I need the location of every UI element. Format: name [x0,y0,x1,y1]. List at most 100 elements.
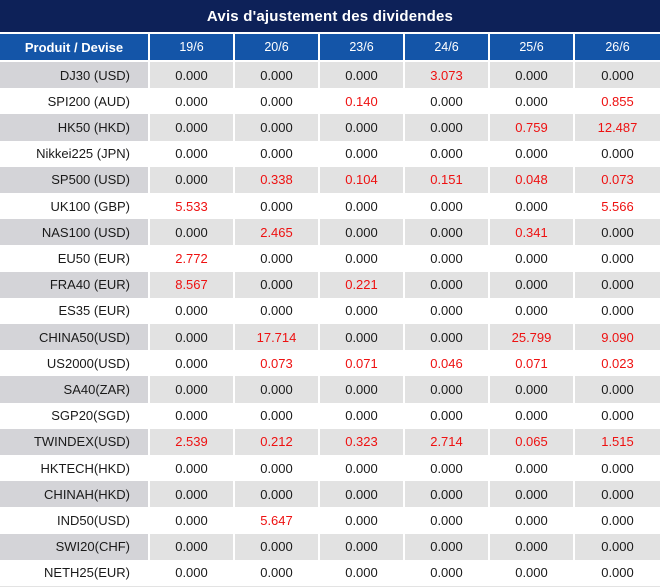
product-label: SP500 (USD) [0,166,150,193]
dividend-value-cell: 2.539 [150,428,235,455]
dividend-value-cell: 0.000 [150,350,235,377]
dividend-value-cell: 0.071 [490,350,575,377]
dividend-value-cell: 0.000 [235,245,320,272]
product-label: NAS100 (USD) [0,219,150,246]
dividend-value-cell: 0.000 [490,533,575,560]
product-label: HK50 (HKD) [0,114,150,141]
dividend-value-cell: 0.323 [320,428,405,455]
dividend-value-cell: 0.221 [320,271,405,298]
dividend-value-cell: 0.000 [575,559,660,586]
dividend-value-cell: 0.000 [320,114,405,141]
dividend-value-cell: 0.000 [235,559,320,586]
product-label: FRA40 (EUR) [0,271,150,298]
dividend-value-cell: 0.000 [405,481,490,508]
dividend-value-cell: 0.000 [235,140,320,167]
dividend-value-cell: 0.000 [235,271,320,298]
dividend-value-cell: 0.000 [575,533,660,560]
dividend-value-cell: 0.000 [575,219,660,246]
dividend-value-cell: 0.000 [235,533,320,560]
header-separator [0,60,660,62]
dividend-value-cell: 0.000 [405,376,490,403]
dividend-value-cell: 0.000 [575,455,660,482]
dividend-value-cell: 0.000 [320,455,405,482]
table-row: UK100 (GBP) 5.533 0.000 0.000 0.000 0.000 5.56… [0,193,660,220]
dividend-value-cell: 0.000 [490,481,575,508]
table-row: TWINDEX(USD) 2.539 0.212 0.323 2.714 0.065 1.5… [0,428,660,455]
table-row: SGP20(SGD) 0.000 0.000 0.000 0.000 0.000 0.000 [0,402,660,429]
page-title-text: Avis d'ajustement des dividendes [206,7,454,25]
dividend-value-cell: 9.090 [575,324,660,351]
header-cell-date-1: 19/6 [150,34,235,60]
dividend-value-cell: 0.151 [405,166,490,193]
header-cell-date-6: 26/6 [575,34,660,60]
dividend-value-cell: 5.566 [575,193,660,220]
table-row: EU50 (EUR) 2.772 0.000 0.000 0.000 0.000 0.000 [0,245,660,272]
product-label: SWI20(CHF) [0,533,150,560]
dividend-value-cell: 0.071 [320,350,405,377]
dividend-value-cell: 0.000 [405,297,490,324]
dividend-value-cell: 0.000 [235,376,320,403]
dividend-value-cell: 0.023 [575,350,660,377]
dividend-value-cell: 0.000 [235,455,320,482]
product-label: US2000(USD) [0,350,150,377]
product-label: Nikkei225 (JPN) [0,140,150,167]
product-label: NETH25(EUR) [0,559,150,586]
dividend-value-cell: 0.000 [575,245,660,272]
dividend-value-cell: 17.714 [235,324,320,351]
dividend-value-cell: 0.759 [490,114,575,141]
table-row: FRA40 (EUR) 8.567 0.000 0.221 0.000 0.000 0.00… [0,271,660,298]
dividend-value-cell: 0.104 [320,166,405,193]
dividend-value-cell: 0.000 [405,140,490,167]
table-body: DJ30 (USD) 0.000 0.000 0.000 3.073 0.000 0.000… [0,62,660,586]
dividend-value-cell: 0.140 [320,88,405,115]
dividend-value-cell: 0.000 [490,271,575,298]
table-row: IND50(USD) 0.000 5.647 0.000 0.000 0.000 0.000 [0,507,660,534]
dividend-value-cell: 0.000 [320,62,405,89]
dividend-value-cell: 0.000 [150,88,235,115]
dividend-value-cell: 0.046 [405,350,490,377]
table-row: ES35 (EUR) 0.000 0.000 0.000 0.000 0.000 0.000 [0,297,660,324]
dividend-value-cell: 0.000 [405,114,490,141]
dividend-value-cell: 0.048 [490,166,575,193]
dividend-value-cell: 0.000 [490,140,575,167]
dividend-value-cell: 0.000 [490,402,575,429]
dividend-value-cell: 0.000 [575,297,660,324]
dividend-value-cell: 0.073 [235,350,320,377]
dividend-value-cell: 0.000 [150,559,235,586]
dividend-value-cell: 0.000 [150,62,235,89]
dividend-value-cell: 0.000 [320,376,405,403]
table-header: Produit / Devise 19/6 20/6 23/6 24/6 25/… [0,34,660,60]
dividend-value-cell: 0.000 [575,402,660,429]
dividend-value-cell: 0.000 [405,455,490,482]
dividend-value-cell: 0.341 [490,219,575,246]
dividend-value-cell: 0.000 [575,62,660,89]
dividend-value-cell: 0.000 [150,114,235,141]
product-label: TWINDEX(USD) [0,428,150,455]
dividend-value-cell: 0.000 [320,507,405,534]
dividend-value-cell: 0.000 [320,402,405,429]
dividend-value-cell: 0.000 [405,193,490,220]
dividend-value-cell: 0.000 [320,140,405,167]
dividend-value-cell: 0.212 [235,428,320,455]
table-row: HKTECH(HKD) 0.000 0.000 0.000 0.000 0.000 0.00… [0,455,660,482]
dividend-value-cell: 0.000 [235,481,320,508]
dividend-value-cell: 0.000 [320,324,405,351]
dividend-value-cell: 0.000 [150,507,235,534]
dividend-value-cell: 2.465 [235,219,320,246]
dividend-value-cell: 0.000 [575,507,660,534]
dividend-value-cell: 0.000 [320,245,405,272]
header-cell-date-5: 25/6 [490,34,575,60]
product-label: CHINA50(USD) [0,324,150,351]
dividend-value-cell: 0.000 [575,481,660,508]
dividend-value-cell: 0.000 [490,245,575,272]
dividend-value-cell: 0.000 [235,62,320,89]
dividend-value-cell: 0.000 [405,324,490,351]
product-label: SGP20(SGD) [0,402,150,429]
dividend-value-cell: 0.000 [575,271,660,298]
header-cell-date-2: 20/6 [235,34,320,60]
dividend-value-cell: 0.000 [150,324,235,351]
dividend-value-cell: 25.799 [490,324,575,351]
dividend-value-cell: 0.000 [405,402,490,429]
dividend-value-cell: 0.000 [490,62,575,89]
dividend-value-cell: 0.000 [490,507,575,534]
